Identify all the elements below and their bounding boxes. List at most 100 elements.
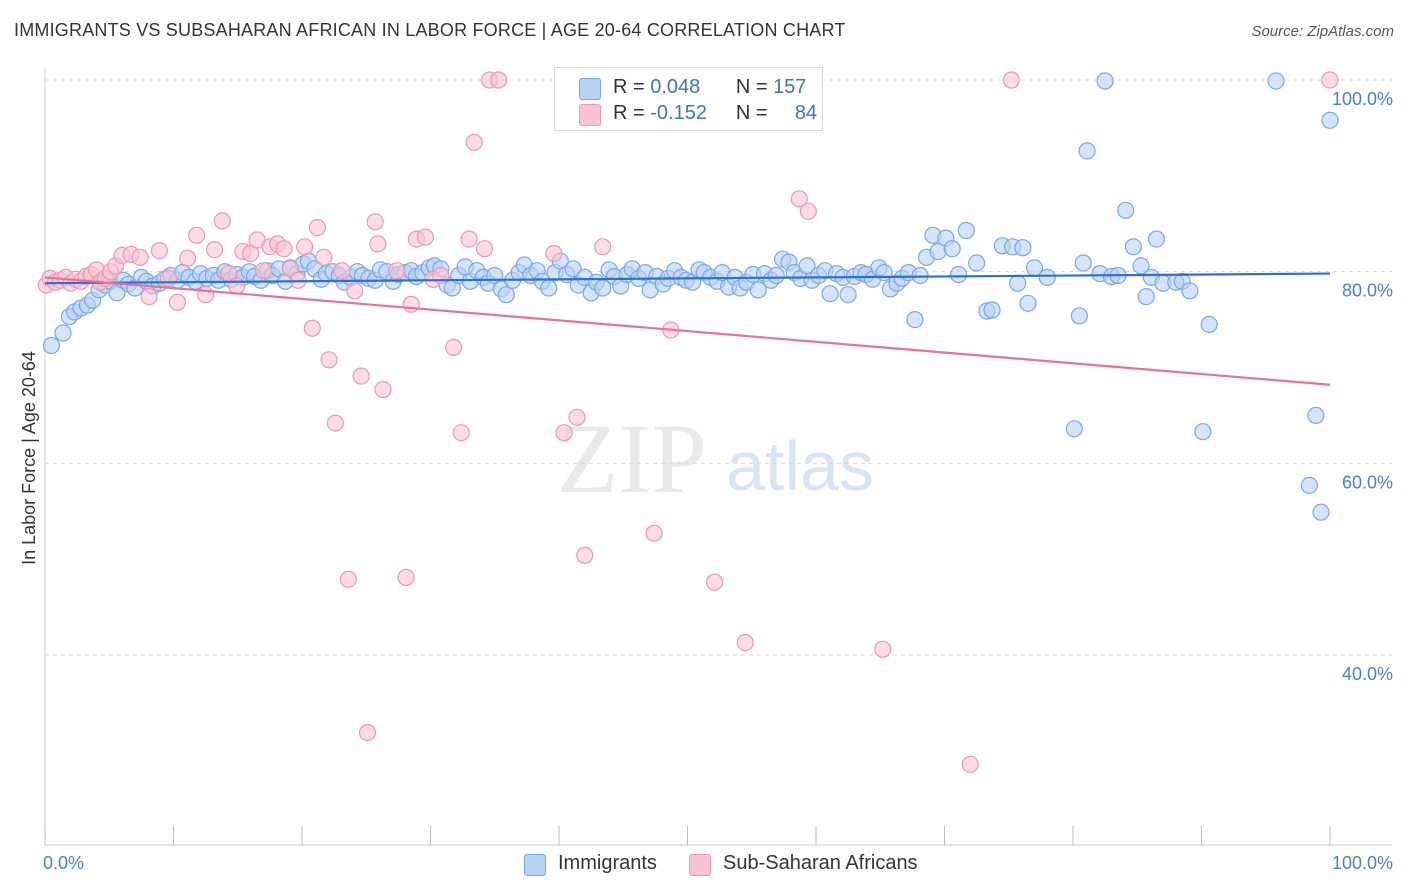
immigrants-trend-line — [44, 272, 1331, 285]
immigrants-point — [1267, 72, 1285, 90]
immigrants-point — [1194, 423, 1212, 441]
subsaharan-point — [227, 277, 246, 295]
immigrants-point — [1307, 406, 1325, 424]
subsaharan-point — [402, 295, 420, 313]
subsaharan-point — [131, 248, 149, 266]
immigrants-point — [839, 286, 857, 304]
immigrants-point — [1009, 274, 1027, 292]
subsaharan-point — [213, 212, 231, 230]
subsaharan-point — [961, 755, 979, 773]
immigrants-point — [1096, 72, 1114, 90]
subsaharan-point — [168, 293, 186, 311]
subsaharan-point — [452, 424, 470, 442]
immigrants-point — [540, 279, 558, 297]
legend-n-value-subsaharan: 84 — [794, 102, 818, 124]
immigrants-point — [949, 265, 968, 284]
immigrants-point — [1074, 254, 1092, 272]
legend-n-label: N = — [735, 76, 768, 98]
subsaharan-point — [465, 133, 483, 151]
immigrants-point — [983, 301, 1001, 319]
subsaharan-point — [315, 248, 333, 266]
subsaharan-point — [374, 380, 392, 399]
immigrants-point — [1014, 239, 1032, 257]
subsaharan-swatch — [689, 854, 711, 876]
immigrants-point — [1147, 230, 1166, 248]
subsaharan-point — [645, 524, 663, 542]
subsaharan-point — [568, 408, 586, 426]
subsaharan-point — [1002, 71, 1020, 89]
immigrants-point — [943, 240, 961, 258]
immigrants-point — [1300, 476, 1319, 494]
bottom-legend-subsaharan-label: Sub-Saharan Africans — [723, 852, 918, 874]
subsaharan-point — [545, 244, 563, 263]
immigrants-point — [906, 311, 924, 329]
subsaharan-point — [594, 238, 612, 256]
y-tick-label: 80.0% — [1342, 281, 1393, 301]
correlation-legend: R = 0.048 N = 157 R = -0.152 N = 84 — [554, 67, 823, 131]
subsaharan-point — [179, 249, 197, 267]
immigrants-point — [1078, 142, 1096, 160]
source-label: Source: ZipAtlas.com — [1251, 23, 1394, 40]
subsaharan-point — [874, 640, 892, 658]
subsaharan-point — [320, 351, 338, 369]
bottom-legend-immigrants-label: Immigrants — [558, 852, 657, 874]
legend-n-value-immigrants: 157 — [773, 76, 807, 98]
subsaharan-point — [705, 573, 724, 591]
subsaharan-point — [475, 240, 494, 258]
subsaharan-point — [346, 282, 364, 300]
subsaharan-point — [140, 288, 158, 306]
immigrants-point — [1038, 268, 1056, 286]
subsaharan-point — [576, 546, 594, 564]
immigrants-point — [749, 281, 767, 299]
immigrants-swatch — [524, 854, 546, 876]
subsaharan-point — [460, 230, 478, 248]
immigrants-point — [875, 264, 893, 282]
immigrants-point — [54, 324, 72, 342]
subsaharan-point — [333, 262, 351, 280]
subsaharan-point — [416, 228, 434, 246]
subsaharan-point — [206, 241, 224, 259]
immigrants-point — [1065, 420, 1083, 438]
subsaharan-points — [37, 71, 1339, 773]
immigrants-point — [1200, 315, 1218, 333]
subsaharan-point — [369, 235, 387, 253]
immigrants-point — [1321, 111, 1339, 129]
subsaharan-point — [197, 286, 215, 304]
immigrants-point — [1181, 282, 1199, 300]
subsaharan-point — [296, 238, 314, 256]
watermark-atlas: atlas — [726, 427, 874, 505]
axes — [44, 68, 1392, 846]
y-tick-label: 100.0% — [1332, 89, 1393, 109]
subsaharan-trend-line — [44, 276, 1331, 386]
immigrants-point — [1312, 503, 1330, 521]
y-axis-label: In Labor Force | Age 20-64 — [19, 351, 39, 565]
subsaharan-point — [397, 568, 415, 587]
immigrants-point — [957, 221, 975, 240]
trend-lines — [44, 272, 1331, 386]
immigrants-point — [1019, 294, 1037, 312]
subsaharan-point — [490, 71, 508, 89]
immigrants-point — [564, 260, 582, 278]
subsaharan-point — [799, 202, 817, 220]
legend-r-value-subsaharan: -0.152 — [650, 102, 707, 124]
subsaharan-point — [736, 633, 754, 652]
y-tick-label: 40.0% — [1342, 664, 1393, 684]
x-tick-label: 100.0% — [1332, 853, 1393, 873]
legend-r-label: R = — [613, 102, 645, 124]
subsaharan-point — [326, 414, 344, 432]
subsaharan-point — [275, 240, 293, 258]
y-tick-labels: 40.0% 60.0% 80.0% 100.0% — [1332, 89, 1393, 684]
immigrants-point — [1070, 307, 1089, 325]
immigrants-point — [767, 266, 785, 285]
subsaharan-point — [308, 219, 326, 237]
immigrants-point — [967, 254, 986, 272]
immigrants-point — [1137, 288, 1155, 306]
subsaharan-swatch — [579, 104, 601, 126]
subsaharan-point — [388, 262, 406, 280]
immigrants-point — [1124, 238, 1143, 256]
watermark: ZIP atlas — [557, 403, 874, 514]
subsaharan-point — [366, 213, 384, 231]
immigrants-point — [821, 285, 839, 303]
subsaharan-point — [150, 242, 168, 260]
subsaharan-point — [790, 190, 808, 208]
